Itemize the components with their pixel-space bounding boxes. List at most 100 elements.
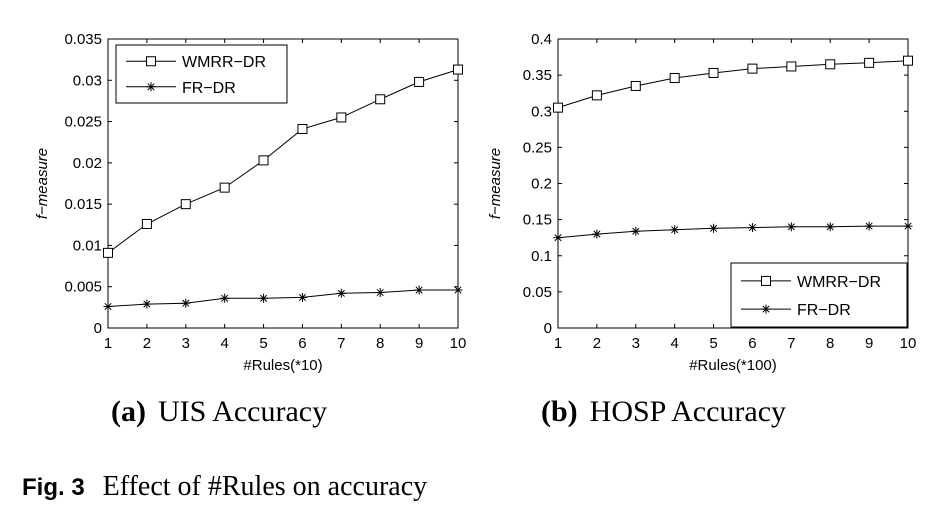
y-axis-label-b: f−measure [487,148,504,219]
subcaption-a: (a) UIS Accuracy [111,395,327,428]
point-wmrr-a [141,218,152,229]
point-wmrr-a [103,247,113,258]
legend-marker-fr-b [761,304,771,314]
point-fr-b [786,222,796,232]
legend-label-fr-b: FR−DR [797,302,851,319]
point-fr-b [747,223,757,233]
x-tick-label-a: 10 [450,335,467,352]
x-tick-label-b: 5 [709,335,717,352]
x-tick-label-a: 9 [415,335,423,352]
point-wmrr-b [591,90,602,101]
figure-caption-label: Fig. 3 [22,474,85,501]
point-wmrr-a [219,182,230,193]
point-fr-a [414,285,424,295]
y-tick-label-b: 0.4 [531,31,552,48]
y-tick-label-a: 0.02 [73,155,102,172]
series-line-fr-b [557,225,908,239]
subcaption-b: (b) HOSP Accuracy [541,395,786,428]
point-fr-b [592,229,602,239]
legend-marker-wmrr-b [761,275,771,286]
y-tick-label-a: 0.005 [64,279,102,296]
y-tick-label-b: 0.3 [531,103,552,120]
y-tick-label-a: 0 [94,320,102,337]
x-tick-label-a: 5 [259,335,267,352]
point-wmrr-b [669,73,680,84]
point-wmrr-b [903,55,913,66]
x-tick-label-a: 7 [337,335,345,352]
legend-box-b [730,262,908,328]
y-tick-label-a: 0.025 [64,114,102,131]
series-line-fr-a [107,289,458,307]
legend-marker-wmrr-a [146,56,156,67]
point-fr-b [709,223,719,233]
point-fr-b [670,225,680,235]
point-fr-b [825,222,835,232]
x-tick-label-a: 6 [298,335,306,352]
x-tick-label-b: 10 [900,335,917,352]
x-axis-label-b: #Rules(*100) [689,357,777,374]
x-tick-label-a: 1 [104,335,112,352]
figure-caption: Fig. 3 Effect of #Rules on accuracy [22,471,427,502]
point-fr-b [553,233,563,243]
figure-caption-text: Effect of #Rules on accuracy [103,471,427,502]
point-wmrr-a [180,199,191,210]
point-wmrr-a [297,124,308,135]
x-tick-label-b: 2 [593,335,601,352]
subcaption-b-letter: (b) [541,395,578,428]
subcaption-b-text: HOSP Accuracy [590,395,786,428]
chart-panel-a: 1 2 3 4 5 6 7 8 9 10 0 0.005 0.01 0.015 0.02 0.025 0.03 0… [34,31,466,374]
x-tick-label-b: 6 [748,335,756,352]
series-line-wmrr-a [107,69,459,254]
point-wmrr-b [864,57,875,68]
y-tick-label-a: 0.03 [73,72,102,89]
x-tick-label-a: 3 [182,335,190,352]
y-tick-label-a: 0.035 [64,31,102,48]
legend-a: WMRR−DR FR−DR [115,44,288,104]
y-tick-label-b: 0.2 [531,176,552,193]
point-wmrr-b [708,67,719,78]
y-tick-label-a: 0.015 [64,196,102,213]
x-tick-label-b: 1 [554,335,562,352]
point-fr-a [142,299,152,309]
point-fr-a [297,292,307,302]
subcaption-a-text: UIS Accuracy [158,395,327,428]
x-tick-label-a: 4 [220,335,228,352]
x-tick-label-b: 9 [865,335,873,352]
point-wmrr-a [453,64,463,75]
legend-box-a [115,44,288,104]
legend-label-fr-a: FR−DR [182,80,236,97]
point-wmrr-b [630,80,641,91]
point-fr-a [181,298,191,308]
point-fr-a [220,293,230,303]
point-wmrr-a [375,94,386,105]
x-tick-label-b: 4 [670,335,678,352]
y-tick-label-a: 0.01 [73,237,102,254]
x-tick-label-b: 7 [787,335,795,352]
point-wmrr-b [786,61,797,72]
point-fr-a [453,285,463,295]
chart-panel-b: 1 2 3 4 5 6 7 8 9 10 0 0.05 0.1 0.15 0.2 0.25 0.3 0.35 0.4… [487,31,916,374]
point-fr-b [864,221,874,231]
y-tick-label-b: 0.1 [531,248,552,265]
point-wmrr-a [414,76,425,87]
point-wmrr-a [336,112,347,123]
point-fr-a [336,288,346,298]
series-line-wmrr-b [557,60,909,109]
y-tick-label-b: 0.05 [523,284,552,301]
point-fr-a [375,287,385,297]
x-axis-label-a: #Rules(*10) [243,357,322,374]
point-fr-b [903,221,913,231]
point-wmrr-b [825,59,836,70]
legend-b: WMRR−DR FR−DR [730,262,908,328]
y-tick-label-b: 0.35 [523,67,552,84]
point-wmrr-a [258,155,269,166]
point-wmrr-b [747,63,758,74]
legend-marker-fr-a [146,82,156,92]
x-tick-label-b: 8 [826,335,834,352]
point-fr-b [631,226,641,236]
x-tick-label-a: 8 [376,335,384,352]
y-tick-label-b: 0.25 [523,139,552,156]
legend-label-wmrr-a: WMRR−DR [182,54,266,71]
y-axis-label-a: f−measure [34,148,51,219]
